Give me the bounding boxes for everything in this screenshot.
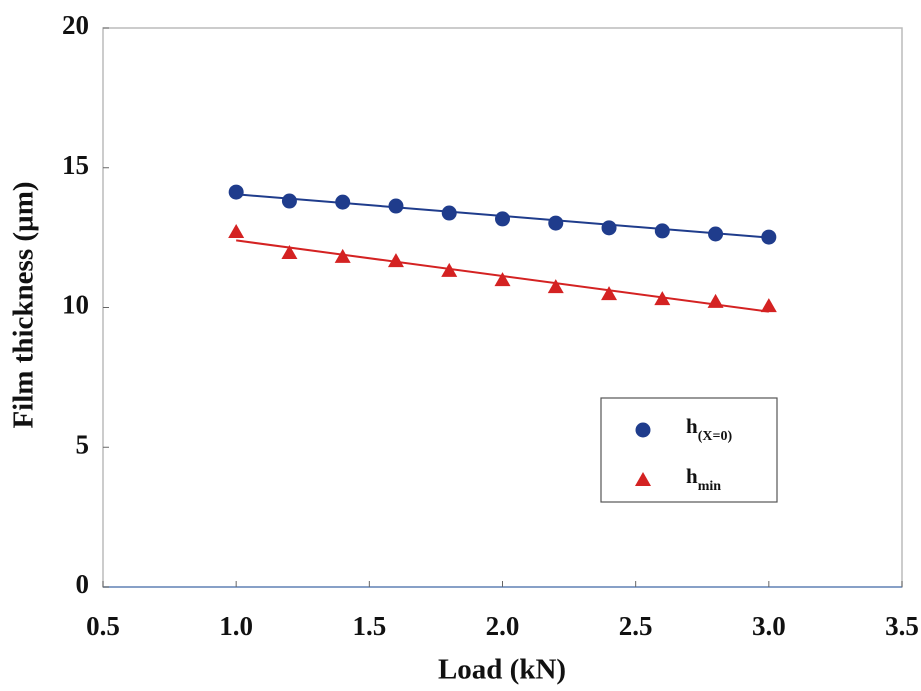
x-tick-label: 1.0 bbox=[219, 611, 253, 641]
triangle-marker bbox=[601, 286, 618, 301]
x-tick-label: 2.5 bbox=[619, 611, 653, 641]
circle-marker bbox=[635, 422, 651, 438]
triangle-marker bbox=[707, 293, 724, 308]
legend-subscript: (X=0) bbox=[698, 429, 733, 444]
plot-frame bbox=[102, 27, 903, 588]
triangle-marker bbox=[334, 248, 351, 263]
legend-name: h bbox=[686, 464, 698, 488]
circle-marker bbox=[601, 220, 617, 236]
circle-marker bbox=[495, 211, 510, 227]
x-tick-label: 0.5 bbox=[86, 611, 120, 641]
triangle-marker bbox=[228, 224, 245, 239]
x-tick-label: 3.0 bbox=[752, 611, 786, 641]
triangle-marker bbox=[281, 244, 298, 259]
legend-box bbox=[600, 397, 778, 503]
legend-subscript: min bbox=[698, 479, 722, 494]
triangle-marker bbox=[547, 279, 564, 294]
circle-marker bbox=[708, 226, 724, 242]
circle-marker bbox=[548, 215, 564, 231]
triangle-marker bbox=[441, 262, 458, 277]
circle-marker bbox=[228, 184, 244, 200]
triangle-marker bbox=[760, 298, 777, 313]
y-tick-label: 20 bbox=[62, 10, 89, 40]
circle-marker bbox=[388, 198, 404, 214]
y-tick-label: 10 bbox=[62, 290, 89, 320]
triangle-marker bbox=[654, 291, 671, 306]
circle-marker bbox=[335, 194, 351, 210]
x-tick-label: 1.5 bbox=[352, 611, 386, 641]
circle-marker bbox=[281, 193, 297, 209]
legend-name: h bbox=[686, 414, 698, 438]
x-axis-label: Load (kN) bbox=[438, 654, 566, 686]
legend-label: h(X=0) bbox=[686, 414, 732, 444]
x-tick-label: 2.0 bbox=[486, 611, 520, 641]
circle-marker bbox=[761, 229, 777, 245]
triangle-marker bbox=[635, 472, 651, 486]
circle-marker bbox=[654, 223, 670, 239]
y-tick-label: 15 bbox=[62, 150, 89, 180]
y-tick-label: 0 bbox=[76, 569, 90, 599]
x-tick-label: 3.5 bbox=[885, 611, 919, 641]
y-axis-label: Film thickness (µm) bbox=[8, 181, 40, 428]
triangle-marker bbox=[387, 253, 404, 268]
circle-marker bbox=[441, 205, 457, 221]
y-tick-label: 5 bbox=[76, 429, 90, 459]
legend-label: hmin bbox=[686, 464, 721, 494]
triangle-marker bbox=[494, 272, 511, 287]
